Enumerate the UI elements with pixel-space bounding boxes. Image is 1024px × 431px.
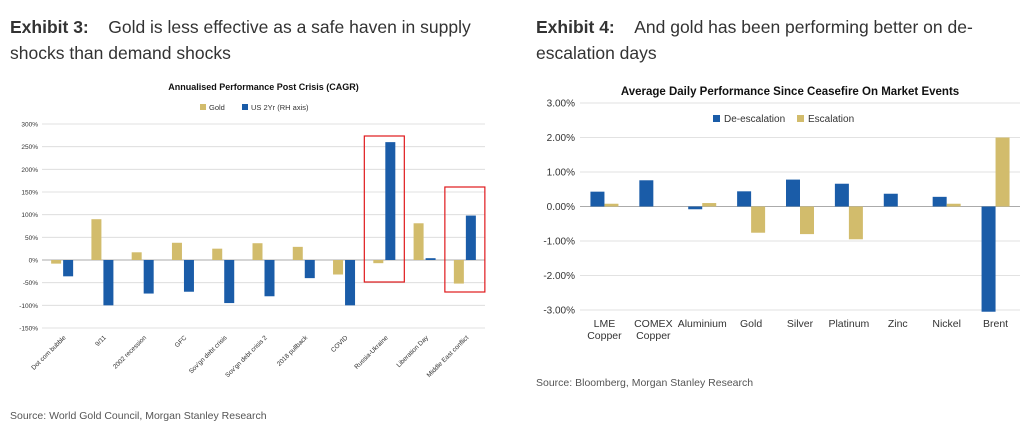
- chart-annualised-performance: Annualised Performance Post Crisis (CAGR…: [19, 82, 486, 379]
- bar-us-2yr-rh-axis-middle-east-conflict: [465, 215, 476, 260]
- legend-swatch-us-2yr-rh-axis: [242, 104, 248, 110]
- legend-swatch-escalation: [797, 115, 804, 122]
- bar-escalation-nickel: [946, 203, 961, 207]
- y-tick-label: 2.00%: [547, 133, 575, 144]
- legend-label-gold: Gold: [209, 103, 225, 112]
- legend-label-escalation: Escalation: [808, 114, 854, 125]
- exhibit-4-title: And gold has been performing better on d…: [536, 17, 973, 63]
- x-tick-label-aluminium: Aluminium: [678, 318, 727, 330]
- x-tick-label-brent: Brent: [983, 318, 1008, 330]
- x-tick-label-comex-copper: COMEX: [634, 318, 673, 330]
- y-tick-label: 200%: [21, 167, 38, 174]
- x-tick-label-covid: COVID: [330, 334, 350, 354]
- bar-de-escalation-gold: [737, 191, 752, 207]
- x-tick-label-lme-copper: LME: [594, 318, 616, 330]
- bar-us-2yr-rh-axis-dot-com-bubble: [63, 260, 74, 277]
- x-tick-label-zinc: Zinc: [888, 318, 908, 330]
- bar-us-2yr-rh-axis-russia-ukraine: [385, 142, 396, 260]
- bar-gold-dot-com-bubble: [51, 260, 62, 264]
- bar-gold-covid: [333, 260, 344, 275]
- x-tick-label-lme-copper: Copper: [587, 330, 622, 342]
- y-tick-label: 100%: [21, 212, 38, 219]
- bar-escalation-gold: [751, 206, 766, 233]
- bar-us-2yr-rh-axis-sov-gn-debt-crisis: [224, 260, 235, 304]
- exhibit-3-source: Source: World Gold Council, Morgan Stanl…: [10, 410, 267, 422]
- y-tick-label: 50%: [25, 235, 38, 242]
- bar-gold-sov-gn-debt-crisis-2: [252, 243, 263, 260]
- exhibit-3-heading: Exhibit 3: Gold is less effective as a s…: [10, 14, 480, 66]
- x-tick-label-dot-com-bubble: Dot com bubble: [30, 334, 67, 371]
- y-tick-label: 300%: [21, 122, 38, 129]
- chart-average-daily-performance: Average Daily Performance Since Ceasefir…: [543, 86, 1020, 342]
- x-tick-label-gfc: GFC: [174, 334, 189, 349]
- bar-us-2yr-rh-axis-2002-recession: [143, 260, 154, 294]
- x-tick-label-comex-copper: Copper: [636, 330, 671, 342]
- bar-us-2yr-rh-axis-9-11: [103, 260, 114, 306]
- bar-escalation-lme-copper: [604, 203, 619, 207]
- y-tick-label: -1.00%: [543, 237, 575, 248]
- x-tick-label-russia-ukraine: Russia-Ukraine: [353, 334, 390, 371]
- bar-gold-2002-recession: [131, 252, 142, 260]
- bar-de-escalation-comex-copper: [639, 180, 654, 207]
- bar-gold-russia-ukraine: [373, 260, 384, 264]
- bar-us-2yr-rh-axis-2018-pullback: [304, 260, 315, 279]
- y-tick-label: 150%: [21, 190, 38, 197]
- x-tick-label-platinum: Platinum: [828, 318, 869, 330]
- legend-swatch-gold: [200, 104, 206, 110]
- exhibit-3-label: Exhibit 3:: [10, 17, 89, 37]
- x-tick-label-liberation-day: Liberation Day: [395, 334, 430, 369]
- chart-4-title: Average Daily Performance Since Ceasefir…: [621, 86, 959, 98]
- bar-gold-middle-east-conflict: [453, 260, 464, 284]
- bar-de-escalation-aluminium: [688, 206, 703, 210]
- y-tick-label: -3.00%: [543, 306, 575, 317]
- y-tick-label: 3.00%: [547, 99, 575, 110]
- x-tick-label-gold: Gold: [740, 318, 762, 330]
- exhibit-3-title: Gold is less effective as a safe haven i…: [10, 17, 471, 63]
- chart-3-title: Annualised Performance Post Crisis (CAGR…: [168, 82, 359, 92]
- x-tick-label-sov-gn-debt-crisis: Sov'gn debt crisis: [188, 334, 229, 375]
- bar-escalation-silver: [800, 206, 814, 235]
- y-tick-label: 0.00%: [547, 202, 575, 213]
- x-tick-label-silver: Silver: [787, 318, 814, 330]
- y-tick-label: -100%: [19, 303, 38, 310]
- y-tick-label: 250%: [21, 144, 38, 151]
- bar-de-escalation-nickel: [932, 196, 947, 207]
- bar-de-escalation-platinum: [834, 183, 849, 207]
- highlight-box-russia-ukraine: [363, 135, 405, 283]
- exhibit-4-label: Exhibit 4:: [536, 17, 615, 37]
- x-tick-label-sov-gn-debt-crisis-2: Sov'gn debt crisis 2: [224, 334, 269, 379]
- bar-de-escalation-brent: [981, 206, 996, 312]
- bar-gold-liberation-day: [413, 223, 424, 260]
- bar-us-2yr-rh-axis-covid: [345, 260, 356, 306]
- legend-swatch-de-escalation: [713, 115, 720, 122]
- bar-escalation-brent: [995, 137, 1010, 207]
- y-tick-label: 0%: [29, 258, 39, 265]
- bar-gold-gfc: [171, 242, 182, 260]
- bar-de-escalation-lme-copper: [590, 191, 605, 207]
- y-tick-label: -2.00%: [543, 271, 575, 282]
- highlight-box-middle-east-conflict: [444, 186, 486, 293]
- bar-gold-2018-pullback: [292, 246, 303, 260]
- bar-de-escalation-zinc: [883, 193, 898, 207]
- x-tick-label-2018-pullback: 2018 pullback: [276, 334, 310, 368]
- y-tick-label: 1.00%: [547, 168, 575, 179]
- bar-us-2yr-rh-axis-gfc: [183, 260, 194, 292]
- bar-de-escalation-silver: [786, 179, 800, 207]
- bar-gold-9-11: [91, 219, 102, 260]
- legend-label-de-escalation: De-escalation: [724, 114, 785, 125]
- bar-escalation-aluminium: [702, 203, 717, 207]
- y-tick-label: -50%: [23, 280, 38, 287]
- x-tick-label-nickel: Nickel: [932, 318, 961, 330]
- y-tick-label: -150%: [19, 326, 38, 333]
- x-tick-label-9-11: 9/11: [94, 334, 108, 348]
- exhibit-4-heading: Exhibit 4: And gold has been performing …: [536, 14, 1006, 66]
- x-tick-label-middle-east-conflict: Middle East conflict: [426, 334, 471, 379]
- bar-gold-sov-gn-debt-crisis: [212, 248, 223, 260]
- legend-label-us-2yr-rh-axis: US 2Yr (RH axis): [251, 103, 309, 112]
- x-tick-label-2002-recession: 2002 recession: [112, 334, 148, 370]
- bar-escalation-platinum: [848, 206, 863, 240]
- bar-us-2yr-rh-axis-liberation-day: [425, 258, 436, 260]
- exhibit-4-source: Source: Bloomberg, Morgan Stanley Resear…: [536, 377, 754, 389]
- bar-us-2yr-rh-axis-sov-gn-debt-crisis-2: [264, 260, 275, 297]
